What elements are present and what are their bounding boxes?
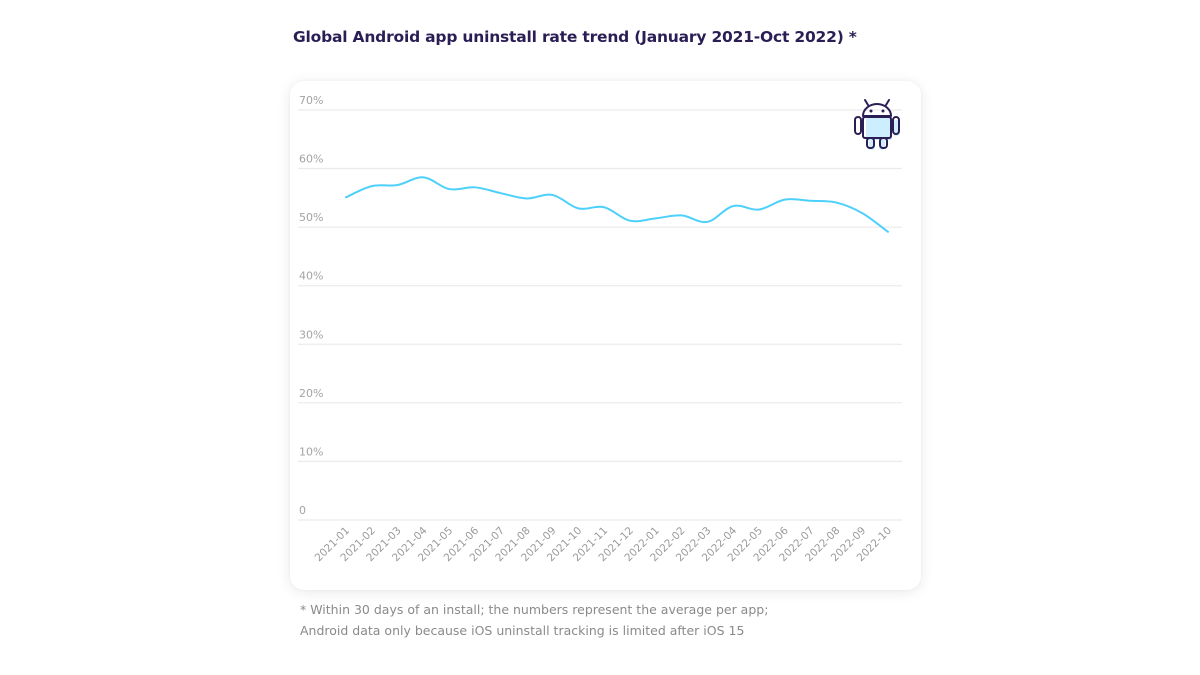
data-point xyxy=(627,218,633,224)
data-point xyxy=(601,204,607,210)
y-tick-label: 0 xyxy=(299,504,306,517)
data-point xyxy=(653,215,659,221)
y-tick-label: 30% xyxy=(299,328,323,341)
data-point xyxy=(575,205,581,211)
data-point xyxy=(756,207,762,213)
data-point xyxy=(420,174,426,180)
footnote-line-1: * Within 30 days of an install; the numb… xyxy=(300,602,769,617)
line-chart: 0 10% 20% 30% 40% 50% 60% 70% 2021-012021-02202… xyxy=(298,94,902,564)
data-point xyxy=(833,200,839,206)
y-tick-label: 50% xyxy=(299,211,323,224)
y-tick-label: 70% xyxy=(299,94,323,107)
y-tick-label: 40% xyxy=(299,270,323,283)
series-line xyxy=(345,176,889,233)
chart-card: 0 10% 20% 30% 40% 50% 60% 70% 2021-01 2021-02 202… xyxy=(290,81,921,590)
data-point xyxy=(808,198,814,204)
footnote: * Within 30 days of an install; the numb… xyxy=(300,599,768,641)
y-tick-label: 10% xyxy=(299,445,323,458)
x-axis-ticks: 2021-012021-022021-032021-042021-052021-… xyxy=(313,524,895,564)
chart-title: Global Android app uninstall rate trend … xyxy=(293,28,857,46)
data-point xyxy=(343,194,349,200)
data-point xyxy=(549,192,555,198)
y-axis-ticks: 0 10% 20% 30% 40% 50% 60% 70% xyxy=(299,94,323,517)
data-point xyxy=(395,182,401,188)
grid-layer xyxy=(298,109,902,521)
footnote-line-2: Android data only because iOS uninstall … xyxy=(300,623,745,638)
data-point xyxy=(524,195,530,201)
data-point xyxy=(498,190,504,196)
data-point xyxy=(859,210,865,216)
data-point xyxy=(730,203,736,209)
data-point xyxy=(704,219,710,225)
data-point xyxy=(369,183,375,189)
data-point xyxy=(885,229,891,235)
series-layer xyxy=(343,174,891,235)
data-point xyxy=(472,184,478,190)
y-tick-label: 20% xyxy=(299,387,323,400)
data-point xyxy=(782,197,788,203)
data-point xyxy=(446,186,452,192)
android-icon xyxy=(854,99,900,150)
y-tick-label: 60% xyxy=(299,153,323,166)
data-point xyxy=(679,212,685,218)
